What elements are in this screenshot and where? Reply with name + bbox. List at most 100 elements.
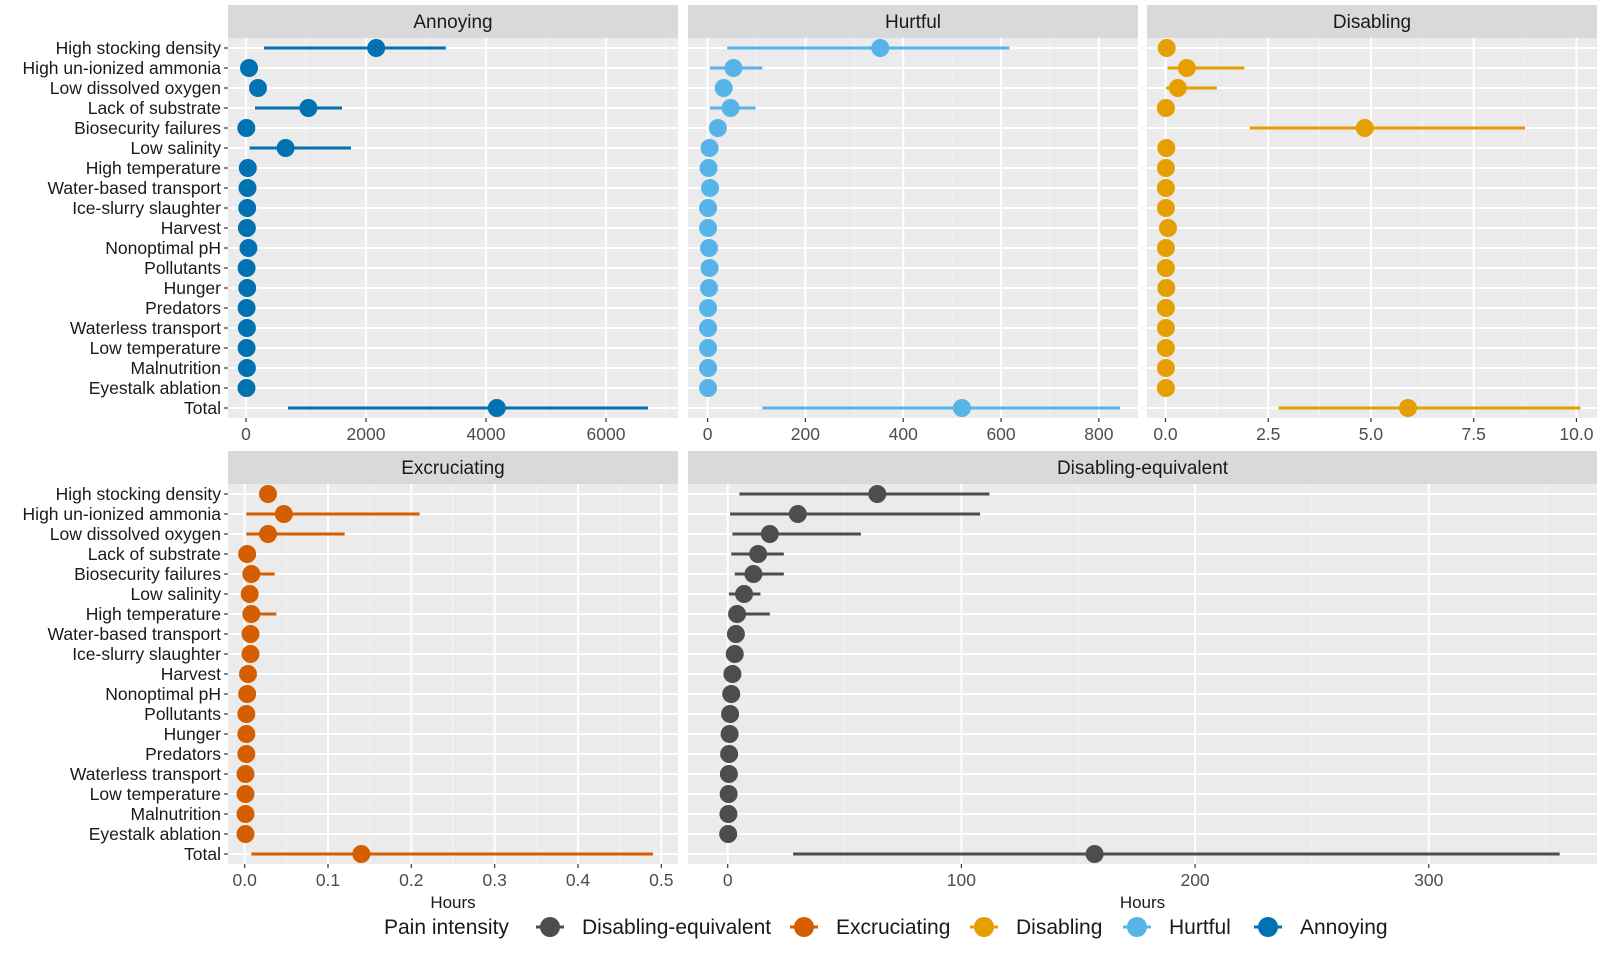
y-tick-label: Low temperature <box>90 784 221 804</box>
point-low-temperature <box>719 785 738 803</box>
x-tick-label: 300 <box>1414 870 1443 890</box>
x-tick-label: 0.1 <box>316 870 340 890</box>
x-tick-label: 0 <box>241 424 251 444</box>
point-low-dissolved-oxygen <box>259 525 277 543</box>
point-water-based-transport <box>1156 179 1175 197</box>
y-tick-label: Total <box>184 844 221 864</box>
point-hunger <box>700 279 719 297</box>
strip-background <box>688 451 1597 484</box>
point-nonoptimal-ph <box>722 685 741 703</box>
point-ice-slurry-slaughter <box>699 199 718 217</box>
y-tick-label: Lack of substrate <box>88 544 221 564</box>
point-water-based-transport <box>701 179 720 197</box>
point-biosecurity-failures <box>242 565 261 583</box>
y-tick-label: High un-ionized ammonia <box>23 504 222 524</box>
x-tick-label: 0.0 <box>1153 424 1178 444</box>
y-tick-label: Eyestalk ablation <box>89 378 221 398</box>
y-tick-label: Biosecurity failures <box>74 564 221 584</box>
point-high-temperature <box>728 605 747 623</box>
point-high-un-ionized-ammonia <box>240 59 258 77</box>
point-waterless-transport <box>719 765 738 783</box>
point-low-salinity <box>240 585 259 603</box>
point-total <box>1398 399 1417 417</box>
y-tick-label: High un-ionized ammonia <box>23 58 222 78</box>
x-tick-label: 6000 <box>587 424 626 444</box>
point-malnutrition <box>1156 359 1175 377</box>
point-pollutants <box>721 705 740 723</box>
x-tick-label: 0 <box>703 424 713 444</box>
x-tick-label: 2.5 <box>1256 424 1280 444</box>
point-harvest <box>1158 219 1177 237</box>
point-pollutants <box>700 259 719 277</box>
point-lack-of-substrate <box>299 99 318 117</box>
point-harvest <box>237 219 256 237</box>
legend-key-point <box>540 917 560 937</box>
y-tick-label: High stocking density <box>56 38 222 58</box>
point-high-un-ionized-ammonia <box>788 505 807 523</box>
point-malnutrition <box>236 805 255 823</box>
strip-title: Hurtful <box>885 12 941 33</box>
point-eyestalk-ablation <box>719 825 738 843</box>
legend-item-hurtful: Hurtful <box>1123 916 1231 939</box>
point-high-temperature <box>238 159 257 177</box>
legend-title: Pain intensity <box>384 916 509 939</box>
y-tick-label: Harvest <box>161 664 221 684</box>
point-low-salinity <box>735 585 754 603</box>
point-high-un-ionized-ammonia <box>1177 59 1196 77</box>
point-waterless-transport <box>236 765 255 783</box>
point-predators <box>720 745 739 763</box>
y-tick-label: Eyestalk ablation <box>89 824 221 844</box>
point-high-temperature <box>1156 159 1175 177</box>
point-nonoptimal-ph <box>238 685 257 703</box>
point-predators <box>1156 299 1175 317</box>
legend-label: Hurtful <box>1169 916 1231 939</box>
y-tick-label: Water-based transport <box>48 178 222 198</box>
point-eyestalk-ablation <box>236 825 255 843</box>
y-tick-label: Predators <box>145 744 221 764</box>
point-pollutants <box>1156 259 1175 277</box>
point-pollutants <box>237 259 256 277</box>
panel-disabling: Disabling 0.0 2.5 5.0 7.5 10.0 <box>1147 5 1597 444</box>
point-biosecurity-failures <box>237 119 256 137</box>
y-tick-label: Ice-slurry slaughter <box>72 644 221 664</box>
point-harvest <box>699 219 718 237</box>
y-tick-label: Low salinity <box>131 584 222 604</box>
strip-title: Disabling-equivalent <box>1057 458 1229 479</box>
point-eyestalk-ablation <box>1156 379 1175 397</box>
x-tick-label: 0.2 <box>399 870 423 890</box>
y-tick-label: High stocking density <box>56 484 222 504</box>
point-total <box>1085 845 1104 863</box>
y-tick-label: Low dissolved oxygen <box>50 78 221 98</box>
point-low-salinity <box>1157 139 1176 157</box>
point-low-dissolved-oxygen <box>1168 79 1187 97</box>
strip-background <box>228 5 678 38</box>
x-tick-label: 4000 <box>467 424 506 444</box>
point-low-dissolved-oxygen <box>249 79 267 97</box>
y-tick-label: Hunger <box>164 724 222 744</box>
point-high-stocking-density <box>1157 39 1176 57</box>
point-nonoptimal-ph <box>700 239 719 257</box>
point-biosecurity-failures <box>744 565 763 583</box>
point-low-temperature <box>236 785 255 803</box>
point-high-temperature <box>699 159 718 177</box>
panel-disabling-equivalent: Disabling-equivalent 0 100 200 300 Hours <box>688 451 1597 912</box>
legend-label: Disabling <box>1016 916 1102 939</box>
y-tick-label: Biosecurity failures <box>74 118 221 138</box>
legend-label: Disabling-equivalent <box>582 916 771 939</box>
point-low-salinity <box>700 139 719 157</box>
y-tick-label: Hunger <box>164 278 222 298</box>
point-water-based-transport <box>238 179 257 197</box>
point-low-dissolved-oxygen <box>760 525 779 543</box>
point-waterless-transport <box>699 319 718 337</box>
strip-background <box>1147 5 1597 38</box>
strip-title: Excruciating <box>401 458 505 479</box>
legend-item-disabling: Disabling <box>970 916 1102 939</box>
point-pollutants <box>237 705 256 723</box>
x-tick-label: 5.0 <box>1359 424 1384 444</box>
point-low-temperature <box>1156 339 1175 357</box>
point-high-un-ionized-ammonia <box>274 505 293 523</box>
x-tick-label: 200 <box>791 424 820 444</box>
point-malnutrition <box>699 359 718 377</box>
point-predators <box>237 745 256 763</box>
legend-item-disabling-equivalent: Disabling-equivalent <box>536 916 771 939</box>
